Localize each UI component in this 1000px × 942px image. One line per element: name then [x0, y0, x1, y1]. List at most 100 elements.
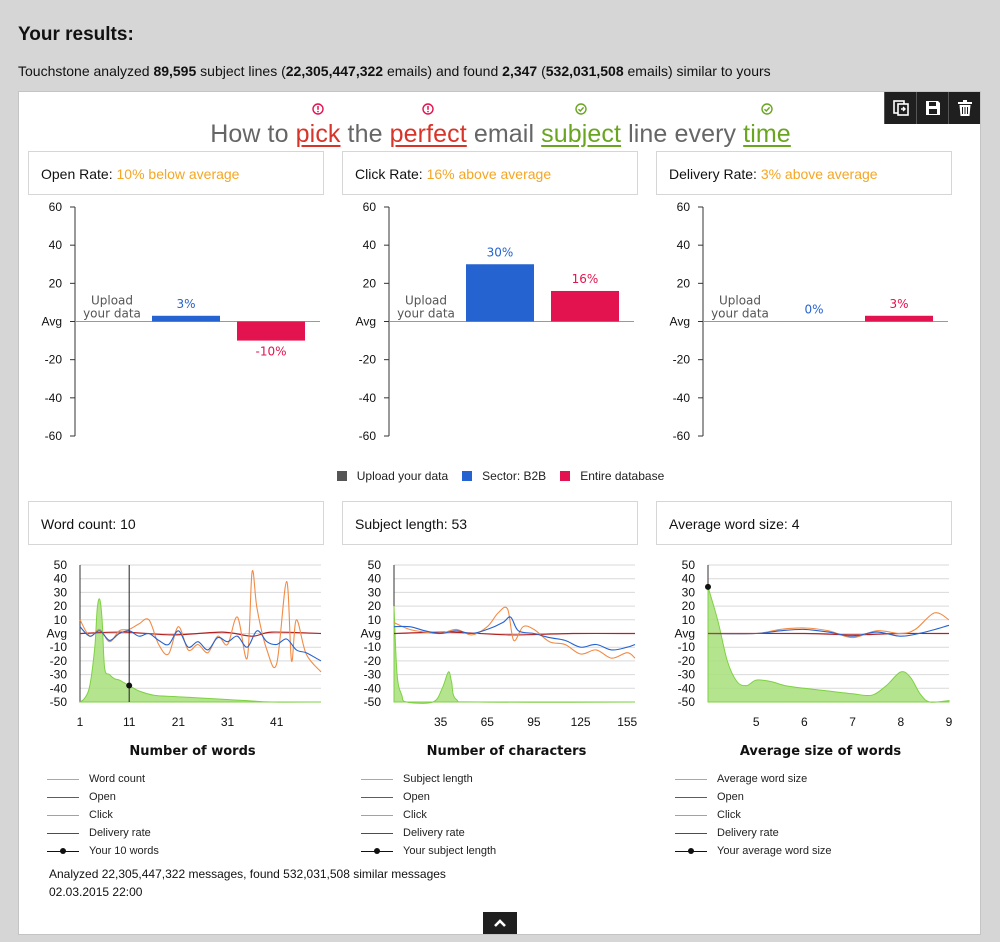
- your-value-marker[interactable]: [705, 583, 711, 590]
- bar-database[interactable]: [551, 290, 619, 322]
- headline-text: the: [340, 120, 390, 148]
- y-tick-label: -20: [364, 654, 382, 668]
- upload-placeholder: your data: [83, 307, 141, 321]
- y-tick-label: -60: [45, 429, 63, 442]
- y-tick-label: -50: [678, 695, 696, 709]
- line-legend-item[interactable]: Subject length: [361, 770, 496, 788]
- headline-text: How to: [210, 120, 296, 148]
- footer-analyzed: Analyzed 22,305,447,322 messages, found …: [49, 867, 446, 881]
- x-tick-label: 35: [434, 715, 448, 729]
- upload-placeholder: your data: [711, 307, 769, 321]
- line-legend-item[interactable]: Open: [47, 788, 159, 806]
- x-tick-label: 8: [897, 715, 904, 729]
- x-tick-label: 7: [849, 715, 856, 729]
- x-tick-label: 11: [123, 715, 136, 729]
- bar-label: -10%: [255, 345, 286, 359]
- legend-label: Average word size: [717, 773, 808, 785]
- y-tick-label: -10: [678, 640, 696, 654]
- headline-keyword-good[interactable]: time: [743, 103, 791, 149]
- legend-line-swatch: [47, 847, 79, 854]
- click-series: [393, 606, 636, 659]
- line-legend-item[interactable]: Click: [361, 806, 496, 824]
- y-tick-label: 40: [54, 572, 68, 586]
- line-legend-item[interactable]: Open: [361, 788, 496, 806]
- legend-label: Word count: [89, 773, 146, 785]
- x-tick-label: 95: [527, 715, 541, 729]
- bar-label: 16%: [572, 272, 599, 286]
- y-tick-label: -60: [673, 429, 691, 442]
- y-tick-label: 40: [682, 572, 696, 586]
- bar-label: 0%: [804, 303, 823, 317]
- x-tick-label: 65: [481, 715, 495, 729]
- bar-legend: Upload your data Sector: B2B Entire data…: [19, 469, 982, 483]
- legend-line-swatch: [47, 814, 79, 816]
- footer-info: Analyzed 22,305,447,322 messages, found …: [49, 865, 446, 901]
- open-rate-card: Open Rate: 10% below average: [28, 151, 324, 195]
- line-legend-item[interactable]: Click: [47, 806, 159, 824]
- x-tick-label: 41: [270, 715, 284, 729]
- line-legend-item[interactable]: Your average word size: [675, 842, 832, 860]
- y-tick-label: -30: [678, 668, 696, 682]
- x-tick-label: 125: [571, 715, 591, 729]
- delivery-series: [79, 631, 322, 637]
- y-tick-label: 10: [54, 613, 68, 627]
- headline-keyword-bad[interactable]: perfect: [390, 103, 467, 149]
- legend-upload[interactable]: Upload your data: [336, 469, 448, 483]
- y-tick-label: Avg: [361, 627, 381, 641]
- x-tick-label: 31: [221, 715, 235, 729]
- y-tick-label: -40: [673, 391, 691, 405]
- export-button[interactable]: [884, 92, 916, 124]
- y-tick-label: -20: [678, 654, 696, 668]
- line-legend-item[interactable]: Delivery rate: [47, 824, 159, 842]
- legend-label: Your average word size: [717, 845, 832, 857]
- delete-button[interactable]: [948, 92, 980, 124]
- legend-line-swatch: [361, 814, 393, 816]
- legend-label: Your subject length: [403, 845, 497, 857]
- y-tick-label: 20: [677, 276, 691, 290]
- headline-keyword-bad[interactable]: pick: [296, 103, 341, 149]
- collapse-button[interactable]: [483, 912, 517, 934]
- y-tick-label: Avg: [356, 315, 376, 329]
- legend-line-swatch: [47, 832, 79, 834]
- line-legend-item[interactable]: Your 10 words: [47, 842, 159, 860]
- bar-label: 3%: [889, 297, 908, 311]
- headline-keyword-good[interactable]: subject: [541, 103, 621, 149]
- bar-sector[interactable]: [466, 264, 534, 322]
- legend-database[interactable]: Entire database: [560, 469, 664, 483]
- y-tick-label: 20: [49, 276, 63, 290]
- warning-icon: [422, 103, 434, 115]
- line-legend-item[interactable]: Word count: [47, 770, 159, 788]
- line-legend-item[interactable]: Click: [675, 806, 832, 824]
- line-legend-item[interactable]: Delivery rate: [361, 824, 496, 842]
- x-tick-label: 155: [617, 715, 637, 729]
- footer-date: 02.03.2015 22:00: [49, 885, 143, 899]
- distribution-area: [707, 586, 950, 703]
- x-tick-label: 5: [753, 715, 760, 729]
- legend-label: Open: [89, 791, 116, 803]
- y-tick-label: -40: [359, 391, 377, 405]
- x-axis-label: Number of characters: [427, 744, 587, 759]
- legend-label: Click: [403, 809, 427, 821]
- bar-database[interactable]: [865, 315, 933, 322]
- legend-line-swatch: [361, 847, 393, 854]
- legend-line-swatch: [47, 778, 79, 780]
- open-series: [707, 624, 950, 637]
- y-tick-label: 40: [677, 238, 691, 252]
- delivery-series: [707, 632, 950, 636]
- upload-placeholder: Upload: [405, 294, 447, 308]
- y-tick-label: 20: [682, 599, 696, 613]
- legend-sector[interactable]: Sector: B2B: [462, 469, 546, 483]
- save-button[interactable]: [916, 92, 948, 124]
- bar-sector[interactable]: [152, 315, 220, 322]
- line-legend-item[interactable]: Your subject length: [361, 842, 496, 860]
- your-value-marker[interactable]: [126, 682, 133, 689]
- y-tick-label: -10: [50, 640, 68, 654]
- bar-database[interactable]: [237, 321, 305, 341]
- line-legend-item[interactable]: Average word size: [675, 770, 832, 788]
- y-tick-label: 50: [368, 558, 382, 572]
- x-tick-label: 9: [946, 715, 953, 729]
- line-legend-item[interactable]: Delivery rate: [675, 824, 832, 842]
- line-legend-item[interactable]: Open: [675, 788, 832, 806]
